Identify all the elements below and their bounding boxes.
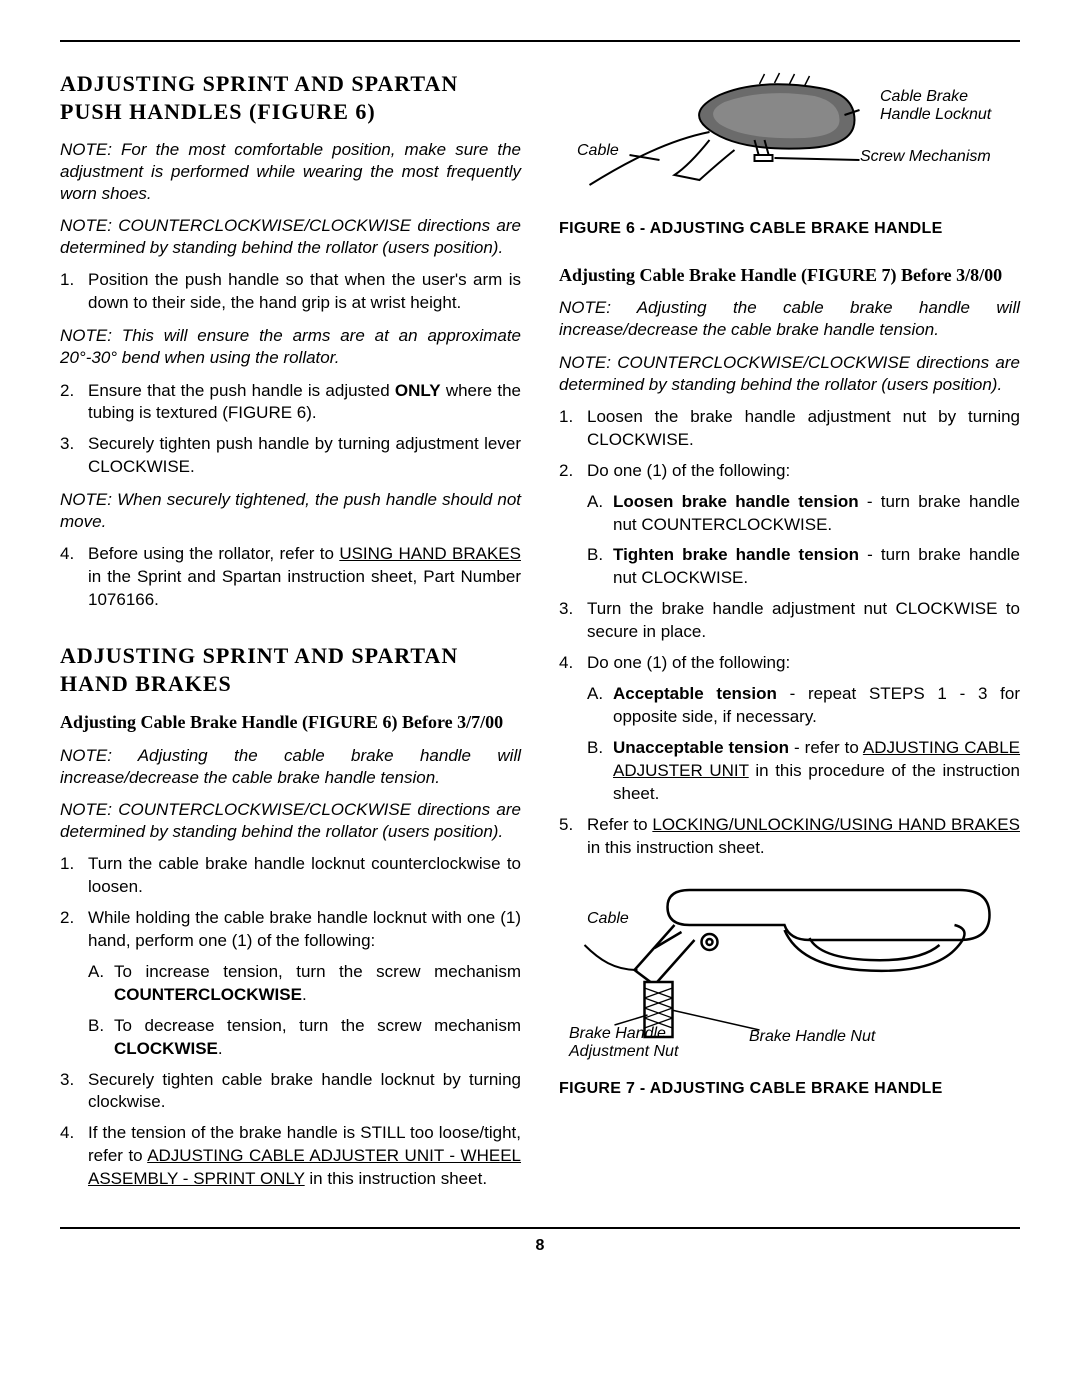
brake-handle-steps-fig7: 1.Loosen the brake handle adjustment nut… [559,406,1020,860]
list-item: 2.While holding the cable brake handle l… [60,907,521,1061]
list-item: 2.Ensure that the push handle is adjuste… [60,380,521,426]
step-text: Turn the cable brake handle locknut coun… [88,854,521,896]
left-column: ADJUSTING SPRINT AND SPARTAN PUSH HANDLE… [60,70,521,1199]
figure-7-caption: FIGURE 7 - ADJUSTING CABLE BRAKE HANDLE [559,1080,1020,1098]
figure-label: Brake Handle Nut [749,1028,875,1046]
list-item: 3.Securely tighten push handle by turnin… [60,433,521,479]
list-item: 2.Do one (1) of the following: A.Loosen … [559,460,1020,591]
sub-list: A.Acceptable tension - repeat STEPS 1 - … [587,683,1020,806]
step-text: Position the push handle so that when th… [88,270,521,312]
list-item: B.Unacceptable tension - refer to ADJUST… [587,737,1020,806]
step-text: Turn the brake handle adjustment nut CLO… [587,599,1020,641]
step-text: Securely tighten cable brake handle lock… [88,1070,521,1112]
right-column: Cable Cable Brake Handle Locknut Screw M… [559,70,1020,1199]
figure-label: Screw Mechanism [860,148,1020,166]
step-text: To decrease tension, turn the screw mech… [114,1016,521,1058]
list-item: 3.Turn the brake handle adjustment nut C… [559,598,1020,644]
note-text: NOTE: Adjusting the cable brake handle w… [559,297,1020,341]
figure-6: Cable Cable Brake Handle Locknut Screw M… [559,70,1020,210]
figure-label: Cable Brake Handle Locknut [880,88,1020,124]
step-text: Tighten brake handle tension - turn brak… [613,545,1020,587]
step-text: Ensure that the push handle is adjusted … [88,381,521,423]
push-handle-steps: 1.Position the push handle so that when … [60,269,521,315]
note-text: NOTE: This will ensure the arms are at a… [60,325,521,369]
bottom-rule [60,1227,1020,1229]
note-text: NOTE: COUNTERCLOCKWISE/CLOCKWISE directi… [60,799,521,843]
note-text: NOTE: Adjusting the cable brake handle w… [60,745,521,789]
list-item: A.Loosen brake handle tension - turn bra… [587,491,1020,537]
list-item: 4.Do one (1) of the following: A.Accepta… [559,652,1020,806]
two-column-layout: ADJUSTING SPRINT AND SPARTAN PUSH HANDLE… [60,70,1020,1199]
note-text: NOTE: COUNTERCLOCKWISE/CLOCKWISE directi… [60,215,521,259]
top-rule [60,40,1020,42]
step-text: Unacceptable tension - refer to ADJUSTIN… [613,738,1020,803]
step-text: Do one (1) of the following: [587,653,790,672]
list-item: 4.If the tension of the brake handle is … [60,1122,521,1191]
list-item: A.To increase tension, turn the screw me… [88,961,521,1007]
step-text: While holding the cable brake handle loc… [88,908,521,950]
step-text: To increase tension, turn the screw mech… [114,962,521,1004]
heading-push-handles: ADJUSTING SPRINT AND SPARTAN PUSH HANDLE… [60,70,521,125]
list-item: B.To decrease tension, turn the screw me… [88,1015,521,1061]
step-text: Before using the rollator, refer to USIN… [88,544,521,609]
step-text: Loosen brake handle tension - turn brake… [613,492,1020,534]
subheading-fig6: Adjusting Cable Brake Handle (FIGURE 6) … [60,711,521,734]
step-text: Securely tighten push handle by turning … [88,434,521,476]
push-handle-steps: 4.Before using the rollator, refer to US… [60,543,521,612]
note-text: NOTE: For the most comfortable position,… [60,139,521,205]
figure-6-caption: FIGURE 6 - ADJUSTING CABLE BRAKE HANDLE [559,220,1020,238]
note-text: NOTE: When securely tightened, the push … [60,489,521,533]
step-text: If the tension of the brake handle is ST… [88,1123,521,1188]
list-item: 1.Position the push handle so that when … [60,269,521,315]
heading-hand-brakes: ADJUSTING SPRINT AND SPARTAN HAND BRAKES [60,642,521,697]
page-number: 8 [60,1237,1020,1255]
step-text: Loosen the brake handle adjustment nut b… [587,407,1020,449]
note-text: NOTE: COUNTERCLOCKWISE/CLOCKWISE directi… [559,352,1020,396]
step-text: Refer to LOCKING/UNLOCKING/USING HAND BR… [587,815,1020,857]
push-handle-steps: 2.Ensure that the push handle is adjuste… [60,380,521,480]
step-text: Acceptable tension - repeat STEPS 1 - 3 … [613,684,1020,726]
brake-handle-steps-fig6: 1.Turn the cable brake handle locknut co… [60,853,521,1191]
list-item: B.Tighten brake handle tension - turn br… [587,544,1020,590]
figure-7: Cable Brake Handle Adjustment Nut Brake … [559,870,1020,1070]
figure-label: Brake Handle Adjustment Nut [569,1025,699,1061]
list-item: 5.Refer to LOCKING/UNLOCKING/USING HAND … [559,814,1020,860]
figure-label: Cable [587,910,629,928]
list-item: 1.Turn the cable brake handle locknut co… [60,853,521,899]
subheading-fig7: Adjusting Cable Brake Handle (FIGURE 7) … [559,264,1020,287]
list-item: 1.Loosen the brake handle adjustment nut… [559,406,1020,452]
step-text: Do one (1) of the following: [587,461,790,480]
sub-list: A.Loosen brake handle tension - turn bra… [587,491,1020,591]
list-item: 3.Securely tighten cable brake handle lo… [60,1069,521,1115]
figure-label: Cable [577,142,619,160]
list-item: 4.Before using the rollator, refer to US… [60,543,521,612]
list-item: A.Acceptable tension - repeat STEPS 1 - … [587,683,1020,729]
sub-list: A.To increase tension, turn the screw me… [88,961,521,1061]
